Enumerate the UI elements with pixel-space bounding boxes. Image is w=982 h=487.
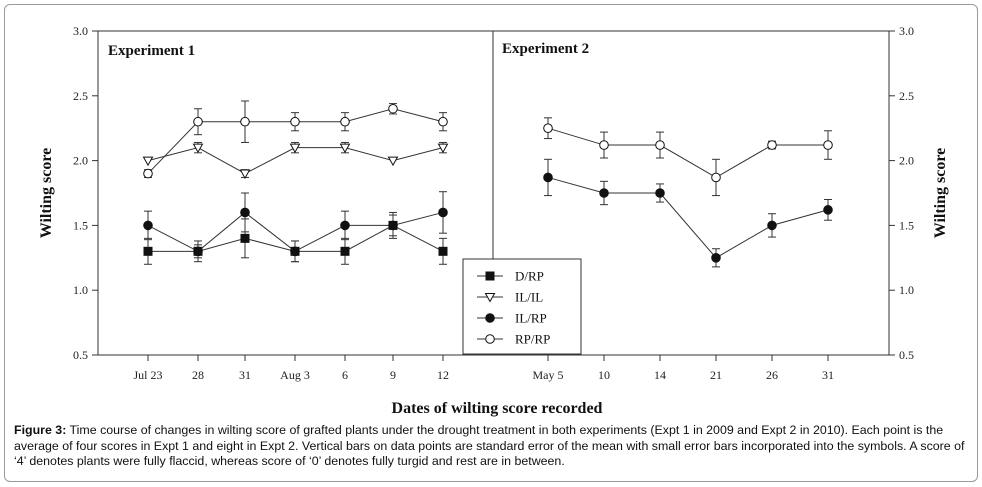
data-point — [290, 246, 300, 257]
x-tick-label: 14 — [654, 368, 666, 382]
series-il-rp — [143, 191, 448, 263]
series-il-rp — [543, 158, 833, 268]
caption-label: Figure 3: — [14, 423, 67, 437]
x-tick-label: Jul 23 — [133, 368, 162, 382]
y-tick-label-left: 2.5 — [73, 89, 88, 103]
data-point — [655, 140, 665, 150]
data-point — [437, 143, 449, 154]
x-tick-label: 31 — [239, 368, 251, 382]
series-line — [547, 127, 828, 179]
data-point — [240, 116, 250, 127]
x-tick-label: 31 — [822, 368, 834, 382]
figure-caption: Figure 3: Time course of changes in wilt… — [14, 423, 969, 470]
y-tick-label-left: 1.5 — [73, 218, 88, 232]
data-point — [599, 188, 609, 198]
series-line — [547, 176, 829, 259]
x-tick-label: May 5 — [533, 368, 564, 382]
x-tick-label: 9 — [390, 368, 396, 382]
legend-label: D/RP — [515, 269, 544, 284]
data-point — [339, 143, 351, 154]
y-tick-label-left: 1.0 — [73, 283, 88, 297]
data-point — [193, 116, 203, 127]
series-rp-rp — [543, 117, 833, 197]
x-tick-label: Aug 3 — [280, 368, 310, 382]
data-point — [340, 246, 350, 256]
figure-frame — [4, 4, 978, 482]
y-tick-label-left: 0.5 — [73, 348, 88, 362]
y-tick-label-right: 1.5 — [899, 218, 914, 232]
data-point — [711, 252, 721, 263]
data-point — [340, 220, 350, 231]
data-point — [543, 172, 553, 183]
data-point — [438, 116, 448, 127]
data-point — [192, 143, 204, 154]
data-point — [143, 168, 153, 179]
data-point — [823, 140, 833, 150]
data-point — [767, 220, 777, 231]
data-point — [599, 140, 609, 150]
legend-label: IL/IL — [515, 290, 543, 305]
x-tick-label: 28 — [192, 368, 204, 382]
panel-title: Experiment 2 — [502, 41, 589, 57]
legend-label: IL/RP — [515, 311, 547, 326]
legend-label: RP/RP — [515, 332, 550, 347]
y-axis-title-left: Wilting score — [38, 148, 55, 239]
x-tick-label: 12 — [437, 368, 449, 382]
chart-legend: D/RP IL/IL IL/RP RP/RP — [462, 258, 582, 355]
x-tick-label: 21 — [710, 368, 722, 382]
x-tick-label: 26 — [766, 368, 778, 382]
data-point — [240, 233, 250, 243]
data-point — [655, 188, 665, 198]
x-tick-label: 10 — [598, 368, 610, 382]
data-point — [388, 103, 398, 114]
data-point — [823, 205, 833, 215]
y-tick-label-right: 2.5 — [899, 89, 914, 103]
x-tick-label: 6 — [342, 368, 348, 382]
y-tick-label-right: 3.0 — [899, 24, 914, 38]
data-point — [290, 116, 300, 127]
data-point — [240, 207, 250, 218]
data-point — [767, 140, 777, 150]
legend-marker — [485, 313, 495, 323]
y-tick-label-left: 3.0 — [73, 24, 88, 38]
caption-text: Time course of changes in wilting score … — [14, 423, 965, 468]
data-point — [438, 246, 448, 256]
y-tick-label-right: 0.5 — [899, 348, 914, 362]
legend-marker — [485, 334, 495, 344]
y-tick-label-right: 2.0 — [899, 154, 914, 168]
chart-data-layer — [142, 100, 833, 268]
legend-marker — [485, 271, 495, 281]
x-axis-title: Dates of wilting score recorded — [392, 400, 603, 417]
series-rp-rp — [143, 100, 448, 179]
chart-axes: 0.5 0.5 1.0 1.0 1.5 1.5 2.0 2.0 2.5 2.5 3.0 3.0 Wilt… — [38, 24, 949, 417]
data-point — [193, 246, 203, 257]
wilting-score-chart: 0.5 0.5 1.0 1.0 1.5 1.5 2.0 2.0 2.5 2.5 3.0 3.0 Wilt… — [38, 24, 949, 417]
panel-title: Experiment 1 — [108, 43, 195, 59]
data-point — [340, 116, 350, 127]
legend-box — [462, 258, 582, 355]
series-il-il — [142, 141, 449, 180]
data-point — [239, 169, 251, 180]
data-point — [289, 143, 301, 154]
data-point — [543, 123, 553, 133]
data-point — [711, 172, 721, 183]
data-point — [387, 156, 399, 167]
data-point — [388, 220, 398, 231]
y-tick-label-right: 1.0 — [899, 283, 914, 297]
data-point — [438, 207, 448, 218]
legend-marker — [484, 293, 496, 303]
data-point — [143, 220, 153, 231]
data-point — [143, 246, 153, 256]
y-axis-title-right: Wilting score — [932, 148, 949, 239]
data-point — [142, 156, 154, 167]
y-tick-label-left: 2.0 — [73, 154, 88, 168]
